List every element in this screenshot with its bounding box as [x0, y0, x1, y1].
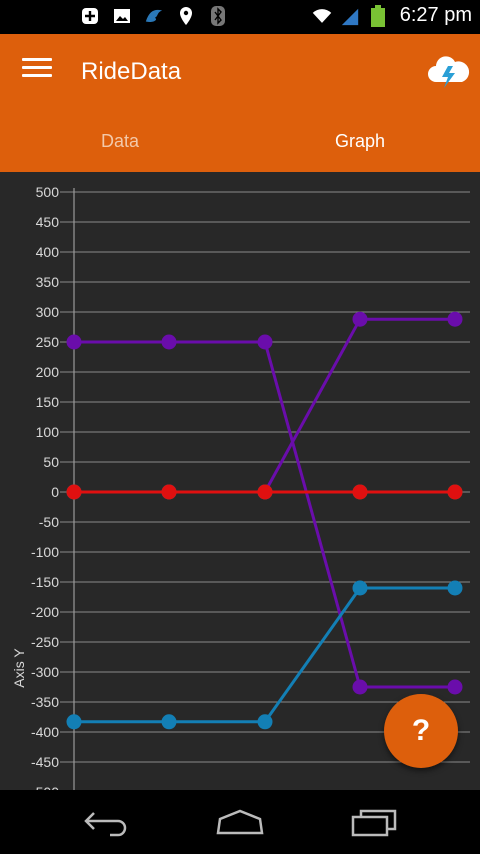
- toolbar: RideData: [0, 34, 480, 110]
- data-point[interactable]: [66, 334, 82, 350]
- y-tick-label: 500: [36, 184, 60, 200]
- home-button[interactable]: [210, 804, 270, 840]
- data-point[interactable]: [257, 714, 273, 730]
- battery-icon: [368, 4, 388, 27]
- data-point[interactable]: [352, 311, 368, 327]
- y-tick-label: 100: [36, 424, 60, 440]
- navigation-bar: [0, 790, 480, 854]
- data-point[interactable]: [161, 484, 177, 500]
- data-point[interactable]: [447, 580, 463, 596]
- y-tick-label: -250: [31, 634, 59, 650]
- back-button[interactable]: [76, 804, 136, 840]
- y-tick-label: 150: [36, 394, 60, 410]
- y-axis-label: Axis Y: [11, 648, 27, 688]
- menu-button[interactable]: [22, 58, 52, 82]
- y-tick-label: -100: [31, 544, 59, 560]
- y-tick-label: 250: [36, 334, 60, 350]
- recent-apps-icon: [351, 809, 397, 837]
- y-tick-label: -200: [31, 604, 59, 620]
- app-bar: RideData Data Graph: [0, 34, 480, 172]
- y-tick-label: -150: [31, 574, 59, 590]
- recent-apps-button[interactable]: [344, 804, 404, 840]
- tab-data[interactable]: Data: [100, 130, 140, 151]
- y-tick-label: -500: [31, 784, 59, 790]
- signal-icon: [340, 6, 360, 26]
- data-point[interactable]: [447, 311, 463, 327]
- back-icon: [84, 812, 127, 837]
- data-point[interactable]: [161, 334, 177, 350]
- y-tick-label: -450: [31, 754, 59, 770]
- data-point[interactable]: [66, 714, 82, 730]
- data-point[interactable]: [352, 580, 368, 596]
- y-tick-label: -300: [31, 664, 59, 680]
- y-tick-label: -350: [31, 694, 59, 710]
- tab-graph[interactable]: Graph: [334, 130, 386, 151]
- notification-plus-icon: [80, 6, 100, 26]
- y-tick-label: -400: [31, 724, 59, 740]
- app-title: RideData: [81, 58, 182, 85]
- cloud-sync-button[interactable]: [424, 52, 472, 92]
- line-chart: 500450400350300250200150100500-50-100-15…: [11, 184, 470, 790]
- tab-bar: Data Graph: [0, 110, 480, 172]
- clock: 6:27 pm: [399, 4, 472, 26]
- data-point[interactable]: [257, 334, 273, 350]
- data-point[interactable]: [447, 484, 463, 500]
- image-icon: [112, 6, 132, 26]
- home-icon: [216, 809, 264, 835]
- data-point[interactable]: [161, 714, 177, 730]
- data-point[interactable]: [352, 679, 368, 695]
- y-tick-label: 0: [51, 484, 59, 500]
- series-line: [74, 340, 455, 689]
- help-button[interactable]: ?: [384, 694, 458, 768]
- data-point[interactable]: [447, 679, 463, 695]
- y-tick-label: 350: [36, 274, 60, 290]
- menu-icon: [22, 58, 52, 77]
- cloud-lightning-icon: [428, 56, 470, 88]
- chart-area: 500 450 400 350 300 250 200 150 100 50 0 -50 -100 -15…: [0, 172, 480, 790]
- dragon-icon: [144, 6, 164, 26]
- wifi-icon: [312, 6, 332, 26]
- y-tick-label: 300: [36, 304, 60, 320]
- data-point[interactable]: [257, 484, 273, 500]
- data-point[interactable]: [66, 484, 82, 500]
- data-point[interactable]: [352, 484, 368, 500]
- system-icons: 6:27 pm: [312, 4, 472, 27]
- location-icon: [176, 6, 196, 26]
- y-tick-label: -50: [39, 514, 59, 530]
- notification-icons: [80, 6, 228, 26]
- y-tick-label: 200: [36, 364, 60, 380]
- y-tick-label: 50: [43, 454, 59, 470]
- status-bar: 6:27 pm: [0, 0, 480, 34]
- y-tick-label: 450: [36, 214, 60, 230]
- bluetooth-icon: [208, 6, 228, 26]
- y-tick-label: 400: [36, 244, 60, 260]
